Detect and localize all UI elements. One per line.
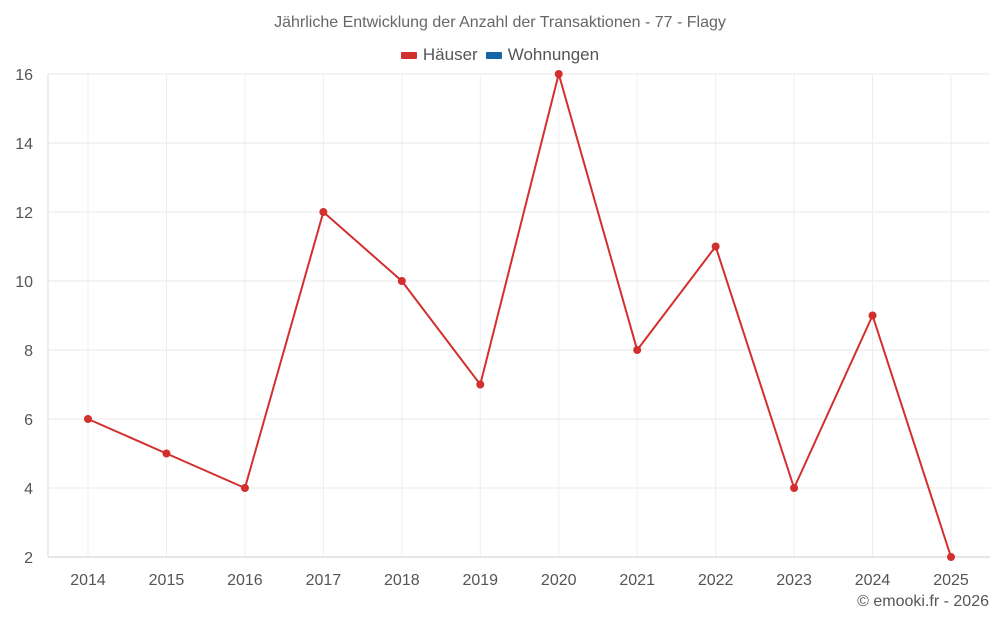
data-point[interactable]: [476, 380, 485, 389]
legend-item-wohnungen[interactable]: Wohnungen: [485, 45, 600, 65]
x-tick-label: 2019: [462, 572, 498, 589]
data-point[interactable]: [790, 484, 799, 492]
data-point[interactable]: [319, 208, 328, 216]
x-tick-label: 2016: [227, 572, 263, 589]
legend-item-haeuser[interactable]: Häuser: [400, 45, 478, 65]
legend-label-haeuser: Häuser: [422, 45, 478, 64]
y-tick-label: 4: [24, 481, 33, 498]
data-point[interactable]: [868, 311, 877, 320]
legend-swatch-wohnungen: [485, 51, 502, 59]
y-tick-label: 6: [24, 412, 33, 429]
data-point[interactable]: [84, 415, 92, 423]
x-tick-label: 2018: [384, 572, 420, 589]
tick-labels: 2 4 6 8 10 12 14 16 2014 2015 2016 2017 2018 2019 2020…: [15, 67, 969, 589]
legend-swatch-haeuser: [400, 51, 417, 59]
data-point[interactable]: [162, 449, 171, 458]
chart-legend: Häuser Wohnungen: [0, 45, 1000, 65]
grid: [48, 73, 990, 558]
data-point[interactable]: [554, 70, 563, 78]
chart-title: Jährliche Entwicklung der Anzahl der Tra…: [274, 14, 726, 31]
data-point[interactable]: [711, 242, 720, 251]
x-tick-label: 2024: [855, 572, 891, 589]
x-tick-label: 2017: [306, 572, 342, 589]
x-tick-label: 2021: [619, 572, 655, 589]
x-tick-label: 2015: [149, 572, 185, 589]
legend-label-wohnungen: Wohnungen: [507, 45, 600, 64]
series-lines: [87, 73, 952, 558]
y-tick-label: 10: [15, 274, 33, 291]
x-tick-label: 2014: [70, 572, 106, 589]
data-point[interactable]: [633, 346, 642, 354]
x-tick-label: 2022: [698, 572, 734, 589]
y-tick-label: 16: [15, 67, 33, 84]
x-tick-label: 2025: [933, 572, 969, 589]
y-tick-label: 14: [15, 136, 33, 153]
y-tick-label: 2: [24, 550, 33, 567]
data-point[interactable]: [397, 277, 406, 285]
x-tick-label: 2020: [541, 572, 577, 589]
credit-text: © emooki.fr - 2026: [857, 593, 989, 610]
series-line-0: [87, 73, 952, 558]
axes: [47, 74, 990, 558]
data-point[interactable]: [240, 484, 249, 492]
data-point[interactable]: [947, 553, 955, 561]
y-tick-label: 12: [15, 205, 33, 222]
series-points: [84, 70, 955, 561]
x-tick-label: 2023: [776, 572, 812, 589]
y-tick-label: 8: [24, 343, 33, 360]
